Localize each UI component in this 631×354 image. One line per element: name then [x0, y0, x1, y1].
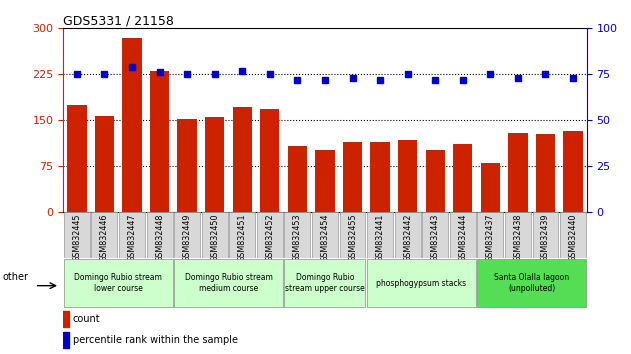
Bar [233, 107, 252, 212]
Bar [63, 311, 69, 327]
Bar [260, 109, 280, 212]
Bar [95, 116, 114, 212]
Text: GSM832439: GSM832439 [541, 214, 550, 262]
Bar [316, 150, 334, 212]
Text: GSM832450: GSM832450 [210, 214, 219, 262]
FancyBboxPatch shape [202, 212, 228, 258]
FancyBboxPatch shape [395, 212, 421, 258]
Bar [63, 332, 69, 348]
FancyBboxPatch shape [174, 212, 200, 258]
FancyBboxPatch shape [312, 212, 338, 258]
FancyBboxPatch shape [533, 212, 558, 258]
FancyBboxPatch shape [339, 212, 365, 258]
Bar [288, 146, 307, 212]
Text: GSM832440: GSM832440 [569, 214, 577, 262]
Text: GSM832451: GSM832451 [238, 214, 247, 262]
Bar [205, 117, 225, 212]
Text: other: other [3, 272, 29, 282]
Text: GDS5331 / 21158: GDS5331 / 21158 [63, 14, 174, 27]
FancyBboxPatch shape [560, 212, 586, 258]
Text: GSM832454: GSM832454 [321, 214, 329, 262]
Text: GSM832453: GSM832453 [293, 214, 302, 262]
Text: phosphogypsum stacks: phosphogypsum stacks [376, 279, 466, 288]
FancyBboxPatch shape [257, 212, 283, 258]
Text: count: count [73, 314, 100, 324]
Bar [177, 119, 197, 212]
Text: GSM832455: GSM832455 [348, 214, 357, 262]
Bar [481, 163, 500, 212]
Text: Domingo Rubio stream
lower course: Domingo Rubio stream lower course [74, 273, 162, 293]
FancyBboxPatch shape [146, 212, 172, 258]
Text: GSM832447: GSM832447 [127, 214, 136, 262]
FancyBboxPatch shape [367, 212, 393, 258]
FancyBboxPatch shape [64, 212, 90, 258]
Bar [122, 38, 141, 212]
Text: GSM832437: GSM832437 [486, 214, 495, 262]
Bar [453, 144, 473, 212]
Text: GSM832438: GSM832438 [514, 214, 522, 262]
Text: percentile rank within the sample: percentile rank within the sample [73, 335, 237, 345]
FancyBboxPatch shape [285, 259, 365, 307]
Bar [150, 71, 169, 212]
Text: GSM832448: GSM832448 [155, 214, 164, 262]
FancyBboxPatch shape [450, 212, 476, 258]
FancyBboxPatch shape [174, 259, 283, 307]
Bar [425, 150, 445, 212]
Text: GSM832443: GSM832443 [431, 214, 440, 262]
Text: GSM832452: GSM832452 [266, 214, 274, 262]
FancyBboxPatch shape [285, 212, 310, 258]
FancyBboxPatch shape [478, 259, 586, 307]
Text: Domingo Rubio
stream upper course: Domingo Rubio stream upper course [285, 273, 365, 293]
Bar [536, 134, 555, 212]
FancyBboxPatch shape [422, 212, 448, 258]
Text: GSM832449: GSM832449 [182, 214, 192, 262]
Bar [343, 142, 362, 212]
FancyBboxPatch shape [229, 212, 255, 258]
Bar [398, 140, 417, 212]
Bar [509, 133, 528, 212]
Text: GSM832444: GSM832444 [458, 214, 468, 262]
Text: Santa Olalla lagoon
(unpolluted): Santa Olalla lagoon (unpolluted) [494, 273, 569, 293]
Text: GSM832442: GSM832442 [403, 214, 412, 262]
FancyBboxPatch shape [478, 212, 504, 258]
Text: GSM832441: GSM832441 [375, 214, 384, 262]
Text: Domingo Rubio stream
medium course: Domingo Rubio stream medium course [184, 273, 273, 293]
FancyBboxPatch shape [91, 212, 117, 258]
FancyBboxPatch shape [64, 259, 172, 307]
Bar [68, 105, 86, 212]
FancyBboxPatch shape [367, 259, 476, 307]
FancyBboxPatch shape [119, 212, 145, 258]
Bar [563, 131, 582, 212]
Bar [370, 142, 390, 212]
Text: GSM832445: GSM832445 [73, 214, 81, 262]
FancyBboxPatch shape [505, 212, 531, 258]
Text: GSM832446: GSM832446 [100, 214, 109, 262]
